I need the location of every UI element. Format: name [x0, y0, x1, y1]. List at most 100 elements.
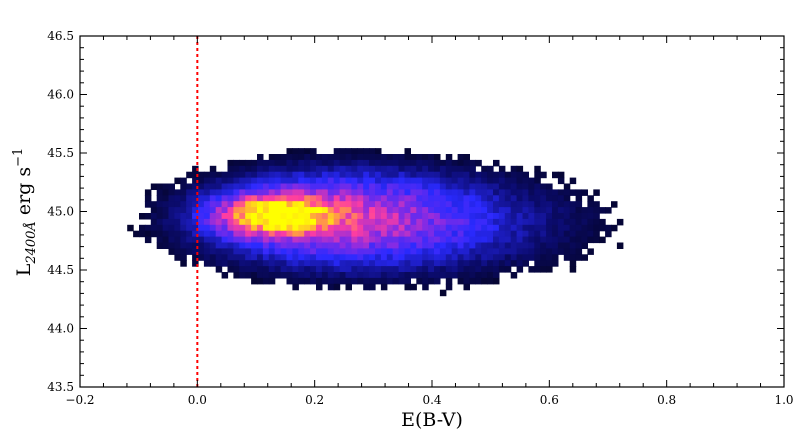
heatmap-cell [593, 213, 600, 220]
heatmap-cell [333, 230, 341, 238]
heatmap-cell [552, 171, 559, 179]
heatmap-cell [357, 159, 364, 167]
heatmap-cell [180, 183, 187, 190]
heatmap-cell [434, 159, 441, 167]
heatmap-cell [369, 154, 376, 161]
heatmap-cell [410, 266, 417, 273]
heatmap-cell [422, 165, 429, 173]
heatmap-cell [516, 236, 524, 244]
heatmap-cell [369, 242, 376, 249]
heatmap-cell [510, 236, 518, 244]
heatmap-cell [540, 201, 547, 208]
heatmap-cell [504, 230, 512, 238]
heatmap-cell [540, 213, 547, 220]
heatmap-cell [439, 189, 447, 196]
heatmap-cell [286, 165, 293, 173]
heatmap-cell [469, 218, 476, 226]
heatmap-cell [434, 248, 441, 255]
y-axis-label-subscript: 2400Å [23, 221, 39, 264]
heatmap-cell [487, 218, 494, 226]
heatmap-cell [192, 213, 199, 220]
heatmap-cell [339, 159, 347, 167]
heatmap-cell [215, 171, 223, 179]
heatmap-cell [369, 224, 376, 232]
heatmap-cell [262, 195, 270, 202]
heatmap-cell [563, 207, 571, 214]
heatmap-cell [392, 260, 400, 267]
heatmap-cell [422, 195, 429, 202]
heatmap-cell [457, 248, 465, 255]
heatmap-cell [192, 218, 199, 226]
heatmap-cell [498, 254, 506, 261]
heatmap-cell [292, 242, 299, 249]
heatmap-cell [233, 254, 240, 261]
heatmap-cell [398, 183, 406, 190]
heatmap-cell [546, 213, 553, 220]
heatmap-cell [380, 154, 388, 161]
heatmap-cell [534, 266, 541, 273]
x-tick-label: −0.2 [65, 393, 94, 407]
heatmap-cell [439, 260, 447, 267]
heatmap-cell [369, 272, 376, 279]
heatmap-cell [251, 248, 258, 255]
heatmap-cell [428, 242, 435, 249]
heatmap-cell [339, 171, 347, 179]
heatmap-cell [398, 218, 406, 226]
heatmap-cell [534, 171, 541, 179]
heatmap-cell [268, 236, 276, 244]
heatmap-cell [434, 242, 441, 249]
heatmap-cell [445, 159, 453, 167]
heatmap-cell [404, 213, 411, 220]
heatmap-cell [504, 236, 512, 244]
heatmap-cell [451, 254, 459, 261]
heatmap-cell [422, 171, 429, 179]
heatmap-cell [292, 283, 299, 291]
heatmap-cell [209, 201, 217, 208]
heatmap-cell [316, 248, 323, 255]
heatmap-cell [245, 165, 252, 173]
heatmap-cell [463, 189, 470, 196]
heatmap-cell [221, 195, 229, 202]
heatmap-cell [327, 189, 335, 196]
heatmap-cell [327, 230, 335, 238]
heatmap-cell [233, 230, 240, 238]
heatmap-cell [398, 195, 406, 202]
heatmap-cell [451, 159, 459, 167]
heatmap-cell [274, 266, 282, 273]
heatmap-cell [457, 218, 465, 226]
heatmap-cell [546, 207, 553, 214]
heatmap-cell [363, 283, 370, 291]
heatmap-cell [528, 248, 535, 255]
heatmap-cell [369, 171, 376, 179]
heatmap-cell [475, 159, 482, 167]
heatmap-cell [469, 248, 476, 255]
heatmap-cell [487, 236, 494, 244]
heatmap-cell [339, 218, 347, 226]
heatmap-cell [552, 254, 559, 261]
heatmap-cell [392, 254, 400, 261]
heatmap-cell [310, 165, 317, 173]
heatmap-cell [516, 242, 524, 249]
heatmap-cell [162, 230, 170, 238]
heatmap-cell [569, 254, 577, 261]
heatmap-cell [581, 254, 588, 261]
heatmap-cell [504, 207, 512, 214]
heatmap-cell [333, 266, 341, 273]
heatmap-cell [569, 189, 577, 196]
heatmap-cell [351, 272, 358, 279]
heatmap-cell [504, 254, 512, 261]
heatmap-cell [445, 254, 453, 261]
heatmap-cell [186, 207, 193, 214]
heatmap-cell [304, 207, 311, 214]
heatmap-cell [593, 224, 600, 232]
heatmap-cell [422, 272, 429, 279]
heatmap-cell [504, 260, 512, 267]
heatmap-cell [316, 171, 323, 179]
heatmap-cell [351, 154, 358, 161]
heatmap-cell [469, 213, 476, 220]
heatmap-cell [363, 148, 370, 155]
heatmap-cell [380, 201, 388, 208]
y-tick-label: 46.5 [47, 29, 74, 43]
heatmap-cell [410, 236, 417, 244]
heatmap-cell [422, 266, 429, 273]
